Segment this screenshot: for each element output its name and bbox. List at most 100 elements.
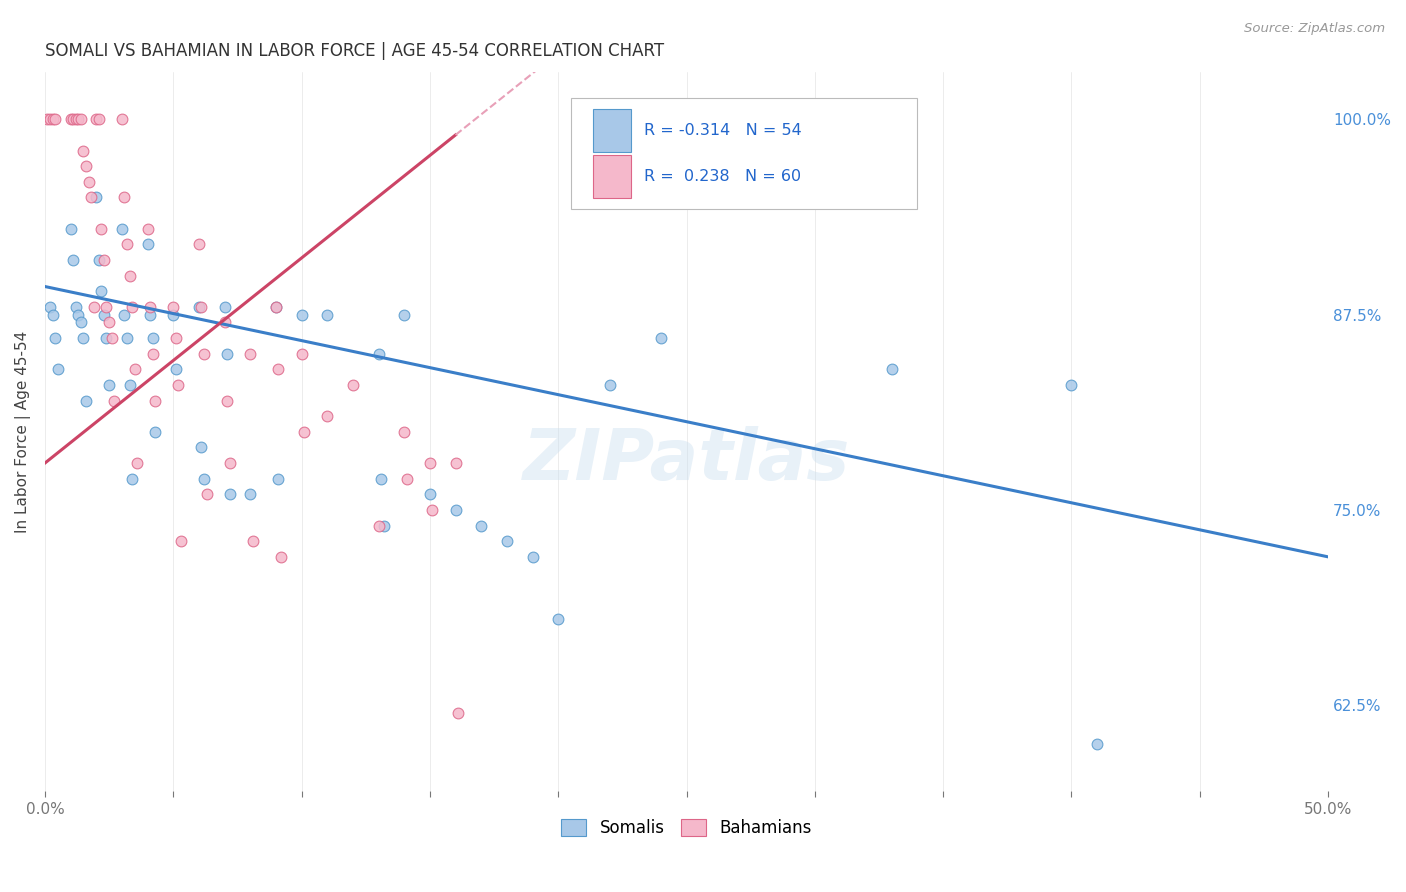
Point xyxy=(118,378,141,392)
Point xyxy=(264,300,287,314)
Point xyxy=(115,331,138,345)
Text: R =  0.238   N = 60: R = 0.238 N = 60 xyxy=(644,169,801,184)
Point xyxy=(214,316,236,330)
Point xyxy=(395,472,418,486)
Point xyxy=(267,472,290,486)
Point xyxy=(217,347,239,361)
Point xyxy=(422,503,444,517)
Point xyxy=(72,144,94,158)
Point xyxy=(98,378,121,392)
Point xyxy=(143,393,166,408)
Point xyxy=(373,518,395,533)
Point xyxy=(1085,738,1108,752)
Point xyxy=(142,331,165,345)
Point xyxy=(214,300,236,314)
Point xyxy=(93,308,115,322)
Point xyxy=(84,190,107,204)
Point xyxy=(392,425,415,439)
Point xyxy=(367,518,389,533)
Text: ZIPatlas: ZIPatlas xyxy=(523,426,851,495)
Point xyxy=(115,237,138,252)
Point xyxy=(292,425,315,439)
Point xyxy=(139,308,162,322)
Point xyxy=(41,308,63,322)
Point xyxy=(87,252,110,267)
Point xyxy=(342,378,364,392)
Point xyxy=(1060,378,1083,392)
Point xyxy=(37,112,59,127)
Point xyxy=(136,221,159,235)
Point xyxy=(65,112,87,127)
Point xyxy=(84,112,107,127)
Text: Source: ZipAtlas.com: Source: ZipAtlas.com xyxy=(1244,22,1385,36)
Point xyxy=(270,549,292,564)
Point xyxy=(142,347,165,361)
FancyBboxPatch shape xyxy=(571,97,918,209)
Point xyxy=(190,441,212,455)
Point xyxy=(316,409,339,424)
Point xyxy=(522,549,544,564)
Point xyxy=(290,347,312,361)
Point xyxy=(162,308,184,322)
Point xyxy=(83,300,105,314)
Point xyxy=(264,300,287,314)
Point xyxy=(267,362,290,376)
Point xyxy=(127,456,149,470)
Point xyxy=(880,362,903,376)
Point xyxy=(367,347,389,361)
Point xyxy=(69,112,91,127)
Point xyxy=(121,472,143,486)
Point xyxy=(114,308,136,322)
Point xyxy=(114,190,136,204)
Point xyxy=(650,331,672,345)
Point xyxy=(217,393,239,408)
Point xyxy=(44,331,66,345)
Point xyxy=(139,300,162,314)
Point xyxy=(69,316,91,330)
Point xyxy=(96,300,118,314)
Point xyxy=(165,362,187,376)
Point xyxy=(44,112,66,127)
Point xyxy=(111,112,134,127)
Point xyxy=(41,112,63,127)
Text: R = -0.314   N = 54: R = -0.314 N = 54 xyxy=(644,123,801,138)
Point xyxy=(59,221,82,235)
Point xyxy=(121,300,143,314)
Point xyxy=(444,503,467,517)
Point xyxy=(96,331,118,345)
Point xyxy=(75,159,97,173)
Point xyxy=(239,487,262,501)
Point xyxy=(59,112,82,127)
Point xyxy=(195,487,218,501)
Point xyxy=(495,534,517,549)
Point xyxy=(77,175,100,189)
Point xyxy=(218,487,240,501)
Point xyxy=(87,112,110,127)
Point xyxy=(447,706,470,720)
Point xyxy=(39,112,62,127)
Point xyxy=(187,237,209,252)
Point xyxy=(599,378,621,392)
Point xyxy=(75,393,97,408)
Point xyxy=(392,308,415,322)
Point xyxy=(93,252,115,267)
Point xyxy=(98,316,121,330)
Point xyxy=(46,362,69,376)
Point xyxy=(100,331,122,345)
Point xyxy=(165,331,187,345)
Point xyxy=(547,612,569,626)
Point xyxy=(118,268,141,283)
Point xyxy=(290,308,312,322)
Point xyxy=(419,487,441,501)
Point xyxy=(103,393,125,408)
Text: SOMALI VS BAHAMIAN IN LABOR FORCE | AGE 45-54 CORRELATION CHART: SOMALI VS BAHAMIAN IN LABOR FORCE | AGE … xyxy=(45,42,664,60)
Point xyxy=(187,300,209,314)
Point xyxy=(72,331,94,345)
FancyBboxPatch shape xyxy=(593,109,631,152)
FancyBboxPatch shape xyxy=(593,154,631,198)
Legend: Somalis, Bahamians: Somalis, Bahamians xyxy=(554,813,818,844)
Point xyxy=(62,252,84,267)
Point xyxy=(167,378,190,392)
Point xyxy=(218,456,240,470)
Point xyxy=(90,221,112,235)
